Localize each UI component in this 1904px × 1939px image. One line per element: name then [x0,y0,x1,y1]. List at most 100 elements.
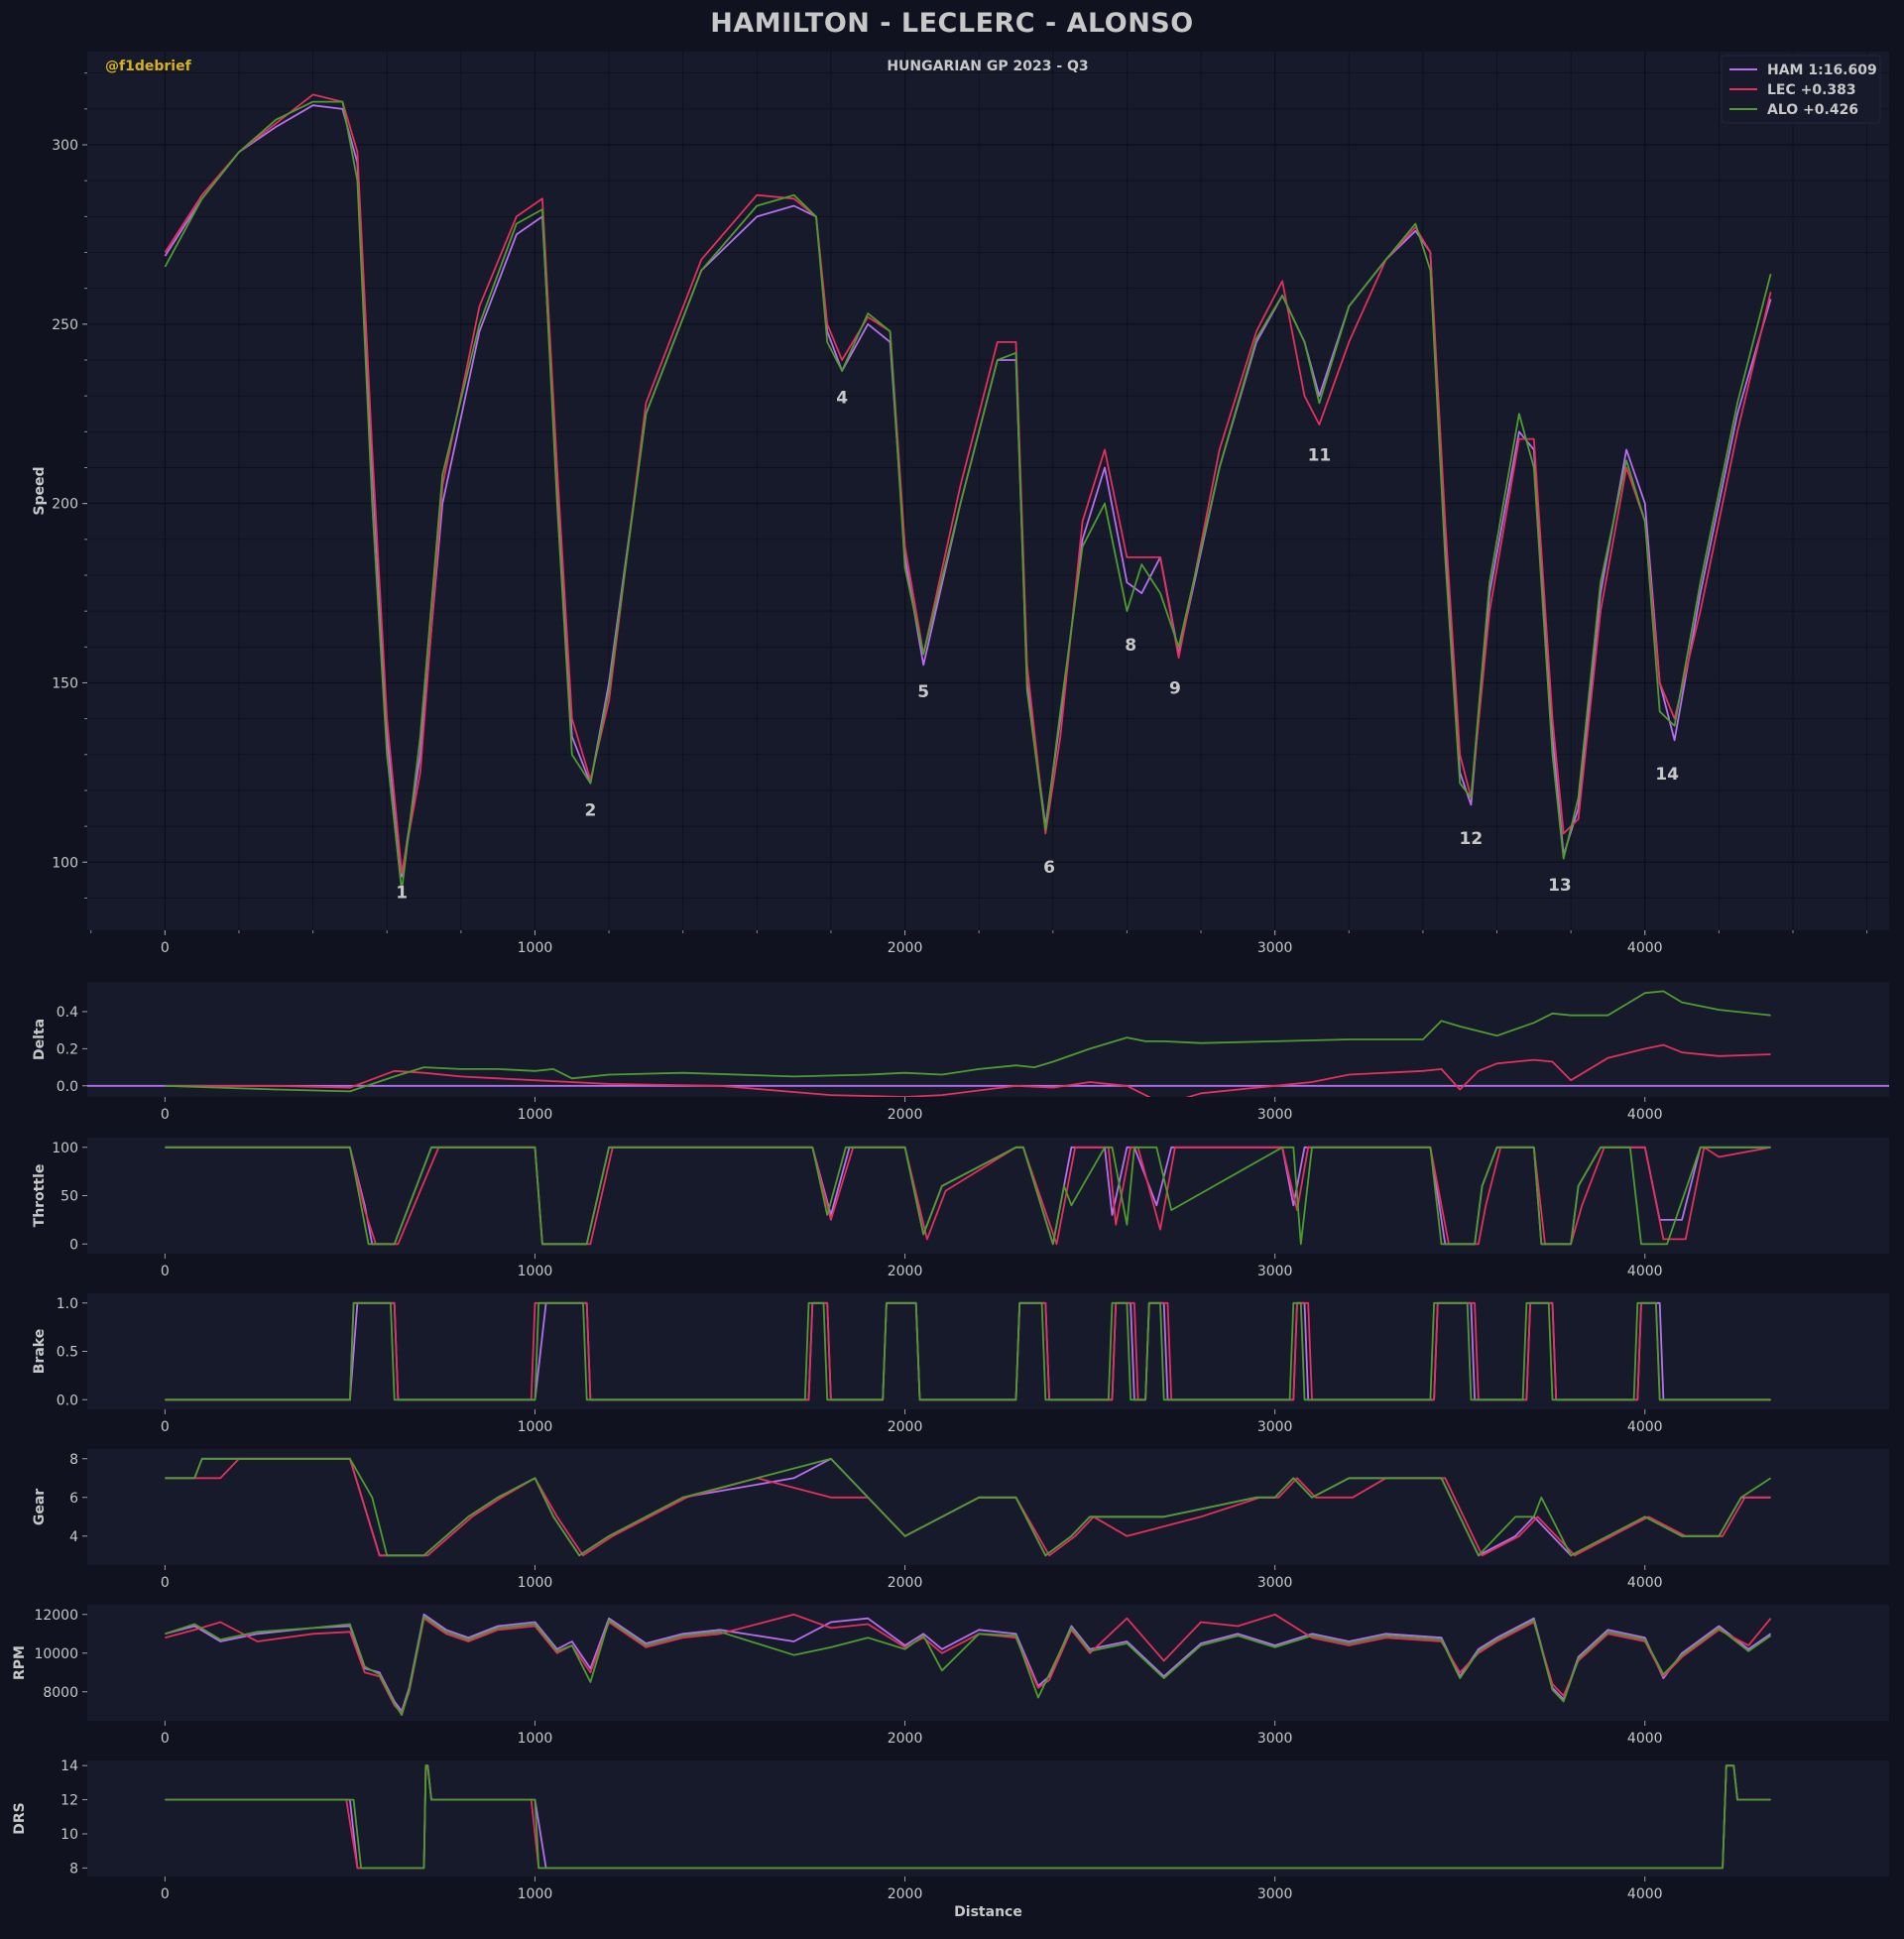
rpm-series-alo [165,1615,1772,1717]
drs-ytick-label: 10 [60,1827,78,1843]
delta-plot-area [87,982,1889,1097]
throttle-ytick-label: 0 [69,1237,78,1253]
gear-plot-area [87,1449,1889,1565]
speed-xtick-label: 4000 [1627,940,1663,956]
speed-ylabel: Speed [32,466,48,515]
throttle-ylabel: Throttle [32,1164,48,1228]
gear-ytick-label: 8 [69,1452,78,1468]
delta-ylabel: Delta [32,1019,48,1060]
corner-label: 9 [1169,678,1181,698]
gear-xtick-label: 0 [161,1575,170,1591]
throttle-xtick-label: 0 [161,1264,170,1279]
corner-label: 5 [917,682,929,702]
rpm-plot-area [87,1605,1889,1721]
delta-series-lec [165,1043,1771,1097]
delta-xtick-label: 0 [161,1107,170,1123]
corner-label: 4 [836,388,848,408]
rpm-ylabel: RPM [12,1645,28,1680]
corner-label: 14 [1655,765,1679,785]
brake-ytick-label: 0.5 [57,1345,78,1361]
drs-xtick-label: 1000 [518,1886,553,1902]
drs-ylabel: DRS [12,1802,28,1834]
brake-xtick-label: 2000 [888,1419,923,1435]
delta-xtick-label: 1000 [518,1107,553,1123]
throttle-xtick-label: 3000 [1257,1264,1293,1279]
drs-xtick-label: 3000 [1257,1886,1293,1902]
brake-ytick-label: 0.0 [57,1393,78,1408]
gear-ytick-label: 6 [69,1491,78,1507]
rpm-xtick-label: 1000 [518,1731,553,1747]
drs-series-alo [165,1764,1771,1870]
speed-panel: 0 1000 2000 3000 4000100150200250300Speed124… [32,52,1889,956]
drs-panel: 0 1000 2000 3000 4000 8 10 12 14 DRS Distance [12,1758,1889,1920]
figure-title: HAMILTON - LECLERC - ALONSO [710,8,1194,39]
gear-ytick-label: 4 [69,1529,78,1545]
corner-label: 2 [584,800,596,820]
speed-ytick-label: 250 [52,317,78,333]
gear-xtick-label: 2000 [888,1575,923,1591]
delta-xtick-label: 4000 [1627,1107,1663,1123]
brake-xtick-label: 4000 [1627,1419,1663,1435]
corner-label: 1 [396,883,408,903]
delta-xtick-label: 2000 [888,1107,923,1123]
speed-xtick-label: 3000 [1257,940,1293,956]
throttle-plot-area [87,1138,1889,1254]
drs-xlabel: Distance [954,1904,1022,1920]
legend-frame [1721,55,1881,124]
corner-label: 8 [1125,636,1136,656]
speed-plot-area [87,52,1889,930]
drs-xtick-label: 4000 [1627,1886,1663,1902]
speed-ytick-label: 150 [52,675,78,691]
delta-ytick-label: 0.2 [57,1041,78,1057]
delta-panel: 0 1000 2000 3000 4000 0.0 0.2 0.4 Delta [32,982,1889,1123]
drs-ytick-label: 8 [69,1861,78,1877]
corner-label: 6 [1043,858,1055,878]
corner-label: 11 [1308,445,1332,465]
legend-label-lec: LEC +0.383 [1767,82,1856,98]
legend-label-alo: ALO +0.426 [1767,102,1858,118]
speed-xtick-label: 2000 [888,940,923,956]
throttle-ytick-label: 100 [52,1141,78,1156]
gear-panel: 0 1000 2000 3000 4000 4 6 8 Gear [32,1449,1889,1591]
drs-xtick-label: 0 [161,1886,170,1902]
throttle-xtick-label: 4000 [1627,1264,1663,1279]
speed-ytick-label: 200 [52,497,78,513]
rpm-xtick-label: 4000 [1627,1731,1663,1747]
brake-ylabel: Brake [32,1329,48,1374]
speed-ytick-label: 300 [52,138,78,154]
rpm-ytick-label: 10000 [34,1646,78,1662]
watermark-text: @f1debrief [105,59,192,74]
delta-ytick-label: 0.0 [57,1079,78,1095]
brake-plot-area [87,1293,1889,1409]
throttle-xtick-label: 1000 [518,1264,553,1279]
brake-xtick-label: 0 [161,1419,170,1435]
rpm-xtick-label: 3000 [1257,1731,1293,1747]
gear-xtick-label: 1000 [518,1575,553,1591]
rpm-ytick-label: 8000 [43,1685,78,1701]
brake-xtick-label: 3000 [1257,1419,1293,1435]
speed-series-alo [164,100,1772,893]
delta-xtick-label: 3000 [1257,1107,1293,1123]
corner-label: 12 [1460,829,1484,849]
drs-ytick-label: 12 [60,1793,78,1809]
throttle-series-alo [165,1146,1771,1246]
speed-xtick-label: 1000 [518,940,553,956]
speed-series-lec [164,93,1772,874]
corner-label: 13 [1548,876,1572,896]
rpm-xtick-label: 2000 [888,1731,923,1747]
brake-series-alo [165,1301,1771,1401]
gear-series-alo [165,1457,1772,1557]
throttle-panel: 0 1000 2000 3000 4000 0 50 100 Throttle [32,1138,1889,1279]
legend-label-ham: HAM 1:16.609 [1767,62,1877,78]
delta-series-alo [165,990,1771,1093]
brake-ytick-label: 1.0 [57,1296,78,1312]
brake-panel: 0 1000 2000 3000 4000 0.0 0.5 1.0 Brake [32,1293,1889,1435]
throttle-ytick-label: 50 [60,1189,78,1205]
chart-subtitle: HUNGARIAN GP 2023 - Q3 [887,59,1088,74]
rpm-panel: 0 1000 2000 3000 4000 8000 10000 12000 RPM [12,1605,1889,1747]
rpm-ytick-label: 12000 [34,1608,78,1624]
rpm-xtick-label: 0 [161,1731,170,1747]
speed-ytick-label: 100 [52,855,78,871]
legend: HAM 1:16.609 LEC +0.383 ALO +0.426 [1721,55,1881,124]
